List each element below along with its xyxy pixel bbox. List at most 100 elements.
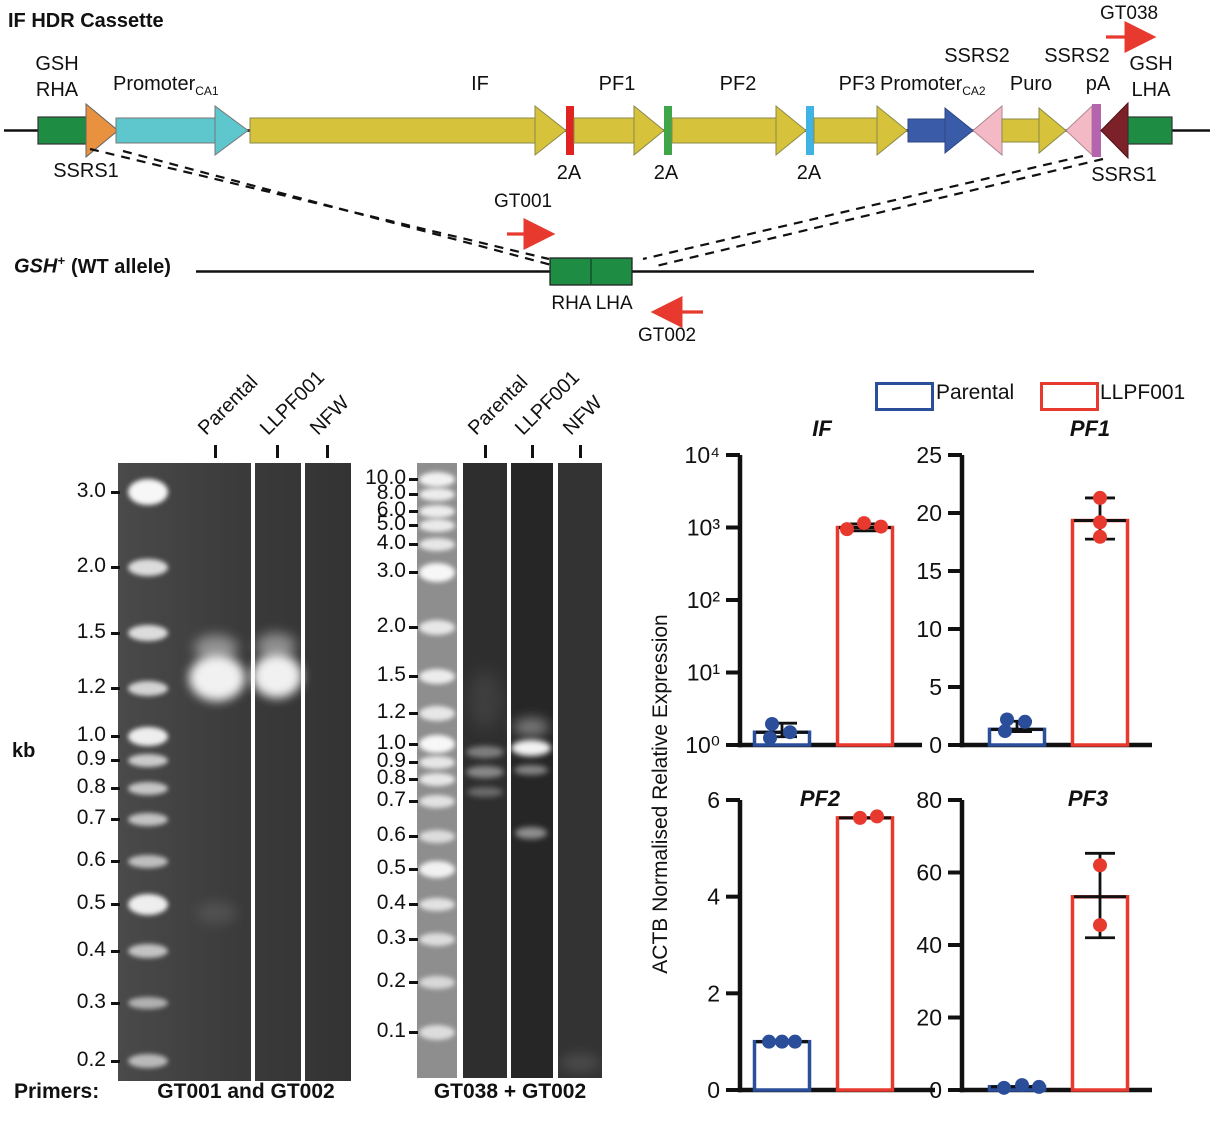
gel1-ladder-label: 0.8 [76, 775, 106, 798]
gel1-ladder-tick [111, 566, 120, 569]
gel1-sample-band [194, 635, 238, 661]
wt-gene-sup: + [57, 253, 65, 268]
gel1-ladder-band [128, 812, 168, 826]
PF2-data-point-llpf001 [870, 809, 884, 824]
gel2-ladder-band [419, 735, 455, 753]
gel2-primers-caption: GT038 + GT002 [433, 1080, 587, 1103]
gel1-ladder-band [128, 558, 168, 576]
PF3-y-tick-label: 0 [929, 1077, 942, 1103]
gel2-ladder-label: 0.5 [376, 856, 406, 879]
gel1-lane-tick [214, 445, 217, 458]
chart-title-IF: IF [812, 416, 832, 441]
PF3-y-tick-label: 20 [916, 1005, 942, 1031]
pf1-arrow-body [573, 117, 635, 144]
gel2-ladder-label: 0.4 [376, 891, 406, 914]
gel2-sample-band [466, 746, 504, 758]
promoter-ca1-arrow-body [115, 117, 216, 144]
gel1-ladder-band [128, 854, 168, 868]
if-label: IF [471, 73, 489, 95]
PF1-y-tick-label: 25 [916, 442, 942, 468]
PF3-data-point-parental [997, 1080, 1011, 1095]
gel2-ladder-label: 1.2 [376, 700, 406, 723]
gel2-ladder-band [419, 562, 455, 582]
gel2-ladder-label: 0.9 [376, 749, 406, 772]
promoter-ca2-arrow-head [944, 106, 974, 155]
gel2-ladder-band [419, 897, 455, 911]
gel1-ladder-label: 0.6 [76, 848, 106, 871]
gel2-ladder-tick [409, 868, 418, 871]
PF2-y-tick-label: 2 [707, 980, 720, 1006]
gel1-ladder-label: 2.0 [76, 554, 106, 577]
gel1-ladder-tick [111, 860, 120, 863]
gel1-ladder-tick [111, 787, 120, 790]
PF2-data-point-parental [788, 1034, 802, 1049]
cassette-title: IF HDR Cassette [8, 10, 164, 32]
wt-gene-name: GSH [14, 255, 58, 278]
PF1-y-tick-label: 15 [916, 558, 942, 584]
gel2-lane-tick [579, 445, 582, 458]
gel1-ladder-band [128, 753, 168, 767]
pf1-arrow-head [633, 104, 665, 157]
ssrs1-right-label: SSRS1 [1091, 164, 1157, 186]
gel2-ladder-label: 3.0 [376, 559, 406, 582]
gel2-ladder-tick [409, 675, 418, 678]
gel2-ladder-label: 4.0 [376, 531, 406, 554]
gel2-sample-band [514, 765, 548, 775]
gel2-sample-band [511, 740, 551, 756]
gel2-ladder-label: 0.7 [376, 788, 406, 811]
gel1-ladder-band [128, 726, 168, 746]
gel1-sample-band [252, 654, 302, 698]
IF-y-tick-label: 10² [687, 587, 721, 613]
gel2-ladder-band [419, 1024, 455, 1040]
gel1-lane-gap-1 [251, 463, 255, 1081]
ssrs1-left-triangle [85, 102, 119, 159]
charts-y-axis-label: ACTB Normalised Relative Expression [649, 614, 672, 974]
gel2-ladder-tick [409, 835, 418, 838]
PF2-y-tick-label: 0 [707, 1077, 720, 1103]
gel2-lane-tick [484, 445, 487, 458]
gel1-ladder-tick [111, 735, 120, 738]
gel1-ladder-band [128, 479, 168, 505]
gel1-sample-band [189, 655, 245, 701]
PF1-data-point-llpf001 [1093, 529, 1107, 544]
PF3-y-tick-label: 40 [916, 932, 942, 958]
hdr-dashed-line-left-2 [122, 149, 560, 269]
IF-y-tick-label: 10⁰ [685, 732, 720, 758]
kb-unit-label: kb [12, 740, 36, 762]
pf1-label: PF1 [598, 73, 636, 95]
PF2-y-tick-label: 4 [707, 884, 720, 910]
ssrs1-left-label: SSRS1 [53, 160, 119, 182]
PF1-bar-llpf001 [1070, 518, 1130, 747]
PF2-data-point-parental [762, 1034, 776, 1049]
gt002-label: GT002 [638, 325, 697, 346]
puro-arrow-head [1038, 106, 1067, 155]
IF-y-tick-label: 10⁴ [685, 442, 720, 468]
PF3-data-point-llpf001 [1093, 918, 1107, 933]
gel2-ladder-label: 5.0 [376, 512, 406, 535]
gel2-sample-lane [463, 463, 507, 1078]
gel1-ladder-band [128, 781, 168, 795]
chart-title-PF3: PF3 [1068, 786, 1108, 811]
gel2-ladder-tick [409, 761, 418, 764]
gt038-label: GT038 [1100, 3, 1159, 24]
gel2-ladder-band [419, 537, 455, 551]
gel2-ladder-label: 0.2 [376, 969, 406, 992]
IF-data-point-parental [763, 730, 777, 745]
gel2-sample-band [560, 1054, 600, 1072]
gel1-ladder-band [128, 625, 168, 641]
gel2-ladder-label: 0.1 [376, 1019, 406, 1042]
gel2-ladder-band [419, 772, 455, 786]
PF2-data-point-llpf001 [853, 810, 867, 825]
gel2-ladder-tick [409, 543, 418, 546]
2a-bar-red [566, 106, 574, 155]
gel2-sample-band [467, 787, 503, 797]
gsh-lha-box [1127, 116, 1173, 145]
if-arrow-head [534, 104, 567, 157]
gel2-ladder-label: 0.8 [376, 766, 406, 789]
gel1-ladder-band [128, 893, 168, 915]
PF2-y-tick-label: 6 [707, 787, 720, 813]
gel1-ladder-tick [111, 1060, 120, 1063]
PF2-bar-llpf001 [835, 816, 895, 1092]
PF3-y-tick-label: 80 [916, 787, 942, 813]
